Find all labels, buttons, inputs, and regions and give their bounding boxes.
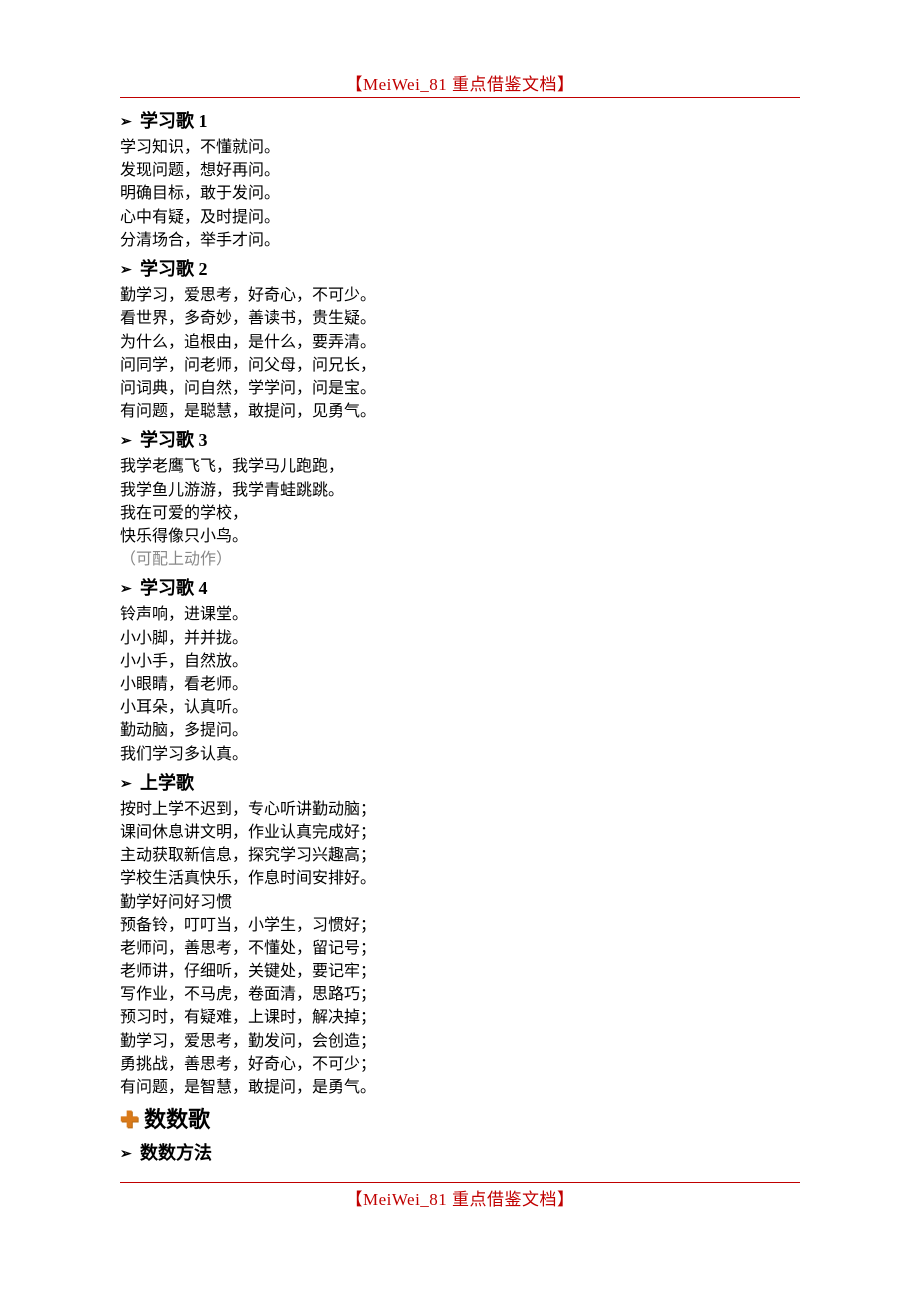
body-line: 学校生活真快乐，作息时间安排好。	[120, 867, 800, 890]
body-line: 老师讲，仔细听，关键处，要记牢；	[120, 960, 800, 983]
section-heading: ➢ 学习歌 3	[120, 427, 800, 453]
body-line: 写作业，不马虎，卷面清，思路巧；	[120, 983, 800, 1006]
body-line: 勤学好问好习惯	[120, 891, 800, 914]
body-line: 为什么，追根由，是什么，要弄清。	[120, 331, 800, 354]
body-line: 勤学习，爱思考，好奇心，不可少。	[120, 284, 800, 307]
triangle-bullet-icon: ➢	[120, 580, 134, 600]
body-line: 勤动脑，多提问。	[120, 719, 800, 742]
body-line: 看世界，多奇妙，善读书，贵生疑。	[120, 307, 800, 330]
triangle-bullet-icon: ➢	[120, 432, 134, 452]
plus-icon: ✚✚	[120, 1105, 138, 1136]
footer-title: 【MeiWei_81 重点借鉴文档】	[345, 1190, 574, 1209]
body-line: 勤学习，爱思考，勤发问，会创造；	[120, 1030, 800, 1053]
section-title: 学习歌 2	[140, 259, 208, 279]
body-line: 心中有疑，及时提问。	[120, 206, 800, 229]
page-footer: 【MeiWei_81 重点借鉴文档】	[120, 1182, 800, 1210]
document-page: 【MeiWei_81 重点借鉴文档】 ➢ 学习歌 1 学习知识，不懂就问。发现问题，…	[0, 0, 920, 1270]
body-line: 问词典，问自然，学学问，问是宝。	[120, 377, 800, 400]
triangle-bullet-icon: ➢	[120, 1145, 134, 1165]
section-title: 学习歌 4	[140, 578, 208, 598]
page-header: 【MeiWei_81 重点借鉴文档】	[120, 70, 800, 98]
body-line: 预习时，有疑难，上课时，解决掉；	[120, 1006, 800, 1029]
section-title: 数数方法	[140, 1143, 212, 1163]
triangle-bullet-icon: ➢	[120, 113, 134, 133]
section-title: 学习歌 3	[140, 430, 208, 450]
document-body: ➢ 学习歌 1 学习知识，不懂就问。发现问题，想好再问。明确目标，敢于发问。心中有疑…	[120, 108, 800, 1166]
body-line: 老师问，善思考，不懂处，留记号；	[120, 937, 800, 960]
section-heading: ➢ 上学歌	[120, 770, 800, 796]
body-line: 勇挑战，善思考，好奇心，不可少；	[120, 1053, 800, 1076]
section-title: 数数歌	[138, 1107, 210, 1132]
body-line: 我在可爱的学校，	[120, 502, 800, 525]
body-line: 主动获取新信息，探究学习兴趣高；	[120, 844, 800, 867]
header-title: 【MeiWei_81 重点借鉴文档】	[345, 75, 574, 94]
body-line: 小小脚，并并拢。	[120, 627, 800, 650]
section-heading-large: ✚✚ 数数歌	[120, 1105, 800, 1136]
body-line: 小眼睛，看老师。	[120, 673, 800, 696]
section-heading: ➢ 数数方法	[120, 1140, 800, 1166]
section-heading: ➢ 学习歌 1	[120, 108, 800, 134]
body-line: 我们学习多认真。	[120, 743, 800, 766]
triangle-bullet-icon: ➢	[120, 775, 134, 795]
body-line: 我学鱼儿游游，我学青蛙跳跳。	[120, 479, 800, 502]
body-line: 问同学，问老师，问父母，问兄长，	[120, 354, 800, 377]
body-line: 快乐得像只小鸟。	[120, 525, 800, 548]
section-title: 上学歌	[140, 773, 194, 793]
body-line: 小耳朵，认真听。	[120, 696, 800, 719]
body-line: 小小手，自然放。	[120, 650, 800, 673]
body-line: 铃声响，进课堂。	[120, 603, 800, 626]
triangle-bullet-icon: ➢	[120, 261, 134, 281]
body-line: 按时上学不迟到，专心听讲勤动脑；	[120, 798, 800, 821]
body-line: 分清场合，举手才问。	[120, 229, 800, 252]
body-line: 有问题，是聪慧，敢提问，见勇气。	[120, 400, 800, 423]
section-heading: ➢ 学习歌 4	[120, 575, 800, 601]
body-line: 学习知识，不懂就问。	[120, 136, 800, 159]
section-title: 学习歌 1	[140, 111, 208, 131]
body-line: 有问题，是智慧，敢提问，是勇气。	[120, 1076, 800, 1099]
section-note: （可配上动作）	[120, 548, 800, 571]
body-line: 预备铃，叮叮当，小学生，习惯好；	[120, 914, 800, 937]
body-line: 我学老鹰飞飞，我学马儿跑跑，	[120, 455, 800, 478]
body-line: 发现问题，想好再问。	[120, 159, 800, 182]
body-line: 课间休息讲文明，作业认真完成好；	[120, 821, 800, 844]
section-heading: ➢ 学习歌 2	[120, 256, 800, 282]
body-line: 明确目标，敢于发问。	[120, 182, 800, 205]
